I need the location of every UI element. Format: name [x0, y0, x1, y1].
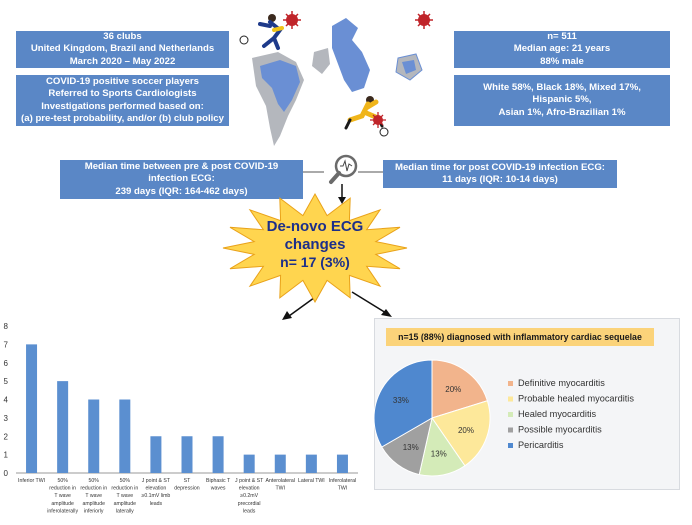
ethnicity-box: White 58%, Black 18%, Mixed 17%, Hispani…: [454, 75, 670, 126]
ireland-map: [312, 48, 330, 74]
sex-ratio: 88% male: [540, 55, 584, 67]
bar-5: [150, 436, 162, 473]
inflammatory-sequelae-pie-chart: 20% 20% 13% 13% 33% Definitive myocarditis Pro…: [374, 359, 634, 477]
starburst-shape: [222, 193, 408, 303]
cohort-n: n= 511: [547, 31, 577, 43]
criteria-label: (a) pre-test probability, and/or (b) clu…: [21, 112, 224, 124]
pie-data-label: 33%: [393, 396, 409, 405]
bar-2: [57, 381, 69, 473]
y-tick-label: 3: [4, 414, 9, 423]
legend-swatch: [508, 396, 513, 402]
y-tick-label: 1: [4, 451, 9, 460]
football-icon: [239, 35, 249, 45]
interval-label-1: Median time between pre & post COVID-19: [84, 161, 279, 173]
virus-icon-3: [370, 112, 386, 128]
legend-label: Possible myocarditis: [518, 425, 602, 435]
x-tick-label: ST depression: [174, 478, 199, 492]
x-tick-label: 50% reduction in T wave amplitude inferiorly: [80, 478, 107, 514]
legend-swatch: [508, 443, 513, 448]
pie-slice-1: [431, 359, 489, 419]
bar-8: [243, 454, 255, 473]
y-tick-label: 5: [4, 377, 9, 386]
football-icon-2: [379, 127, 389, 137]
clubs-count: 36 clubs: [103, 31, 142, 43]
brazil-map: [260, 60, 300, 112]
median-age: Median age: 21 years: [513, 43, 611, 55]
map-illustration: [234, 8, 434, 150]
pie-chart-title: n=15 (88%) diagnosed with inflammatory c…: [386, 328, 654, 346]
legend-swatch: [508, 412, 513, 417]
interval-value: 239 days (IQR: 164-462 days): [115, 185, 248, 197]
x-tick-label: Lateral TWI: [298, 478, 325, 484]
pie-data-label: 20%: [458, 426, 474, 435]
ecg-changes-starburst: [222, 193, 408, 303]
population-label: COVID-19 positive soccer players: [45, 75, 200, 87]
pie-data-label: 20%: [445, 385, 461, 394]
virus-icon-2: [415, 11, 433, 29]
referral-label: Referred to Sports Cardiologists: [48, 88, 197, 100]
pie-slice-5: [374, 359, 433, 448]
x-tick-label: 50% reduction in T wave amplitude laterally: [111, 478, 138, 514]
y-tick-label: 6: [4, 359, 9, 368]
interval-label-2: infection ECG:: [148, 173, 215, 185]
y-tick-label: 2: [4, 432, 9, 441]
bar-7: [212, 436, 224, 473]
timing-label: Median time for post COVID-19 infection …: [394, 161, 605, 173]
starburst-line-2: changes: [284, 236, 346, 253]
bar-3: [88, 399, 100, 473]
legend-label: Probable healed myocarditis: [518, 394, 634, 404]
starburst-line-1: De-novo ECG: [266, 218, 364, 235]
virus-icon: [283, 11, 301, 29]
countries: United Kingdom, Brazil and Netherlands: [30, 43, 215, 55]
bar-4: [119, 399, 131, 473]
legend-label: Definitive myocarditis: [518, 378, 605, 388]
soccer-player-1-icon: [258, 14, 284, 50]
bar-1: [26, 344, 38, 473]
cohort-summary-box: n= 511 Median age: 21 years 88% male: [454, 31, 670, 68]
study-period: March 2020 – May 2022: [69, 55, 176, 67]
y-tick-label: 4: [4, 396, 9, 405]
bar-6: [181, 436, 193, 473]
pie-data-label: 13%: [403, 443, 419, 452]
referral-criteria-box: COVID-19 positive soccer players Referre…: [16, 75, 229, 126]
legend-label: Pericarditis: [518, 440, 564, 450]
timing-value: 11 days (IQR: 10-14 days): [442, 174, 558, 185]
y-tick-label: 7: [4, 340, 9, 349]
x-tick-label: Inferior TWI: [18, 478, 45, 484]
x-tick-label: Inferolateral TWI: [329, 478, 356, 492]
pie-data-label: 13%: [431, 449, 447, 458]
magnifier-icon: [329, 154, 358, 184]
ethnicity-line-2: Hispanic 5%,: [532, 94, 592, 106]
post-infection-ecg-timing-box: Median time for post COVID-19 infection …: [383, 160, 617, 188]
y-tick-label: 0: [4, 469, 9, 478]
bar-10: [305, 454, 317, 473]
pre-post-ecg-interval-box: Median time between pre & post COVID-19 …: [60, 160, 303, 199]
ethnicity-line-3: Asian 1%, Afro-Brazilian 1%: [498, 106, 626, 118]
study-setting-box: 36 clubs United Kingdom, Brazil and Neth…: [16, 31, 229, 68]
starburst-line-3: n= 17 (3%): [280, 254, 350, 270]
soccer-player-2-icon: [344, 96, 384, 130]
legend-swatch: [508, 381, 513, 386]
x-tick-label: 50% reduction in T wave amplitude inferolate…: [47, 478, 78, 514]
ethnicity-line-1: White 58%, Black 18%, Mixed 17%,: [483, 82, 641, 94]
starburst-text: De-novo ECG changes n= 17 (3%): [222, 218, 408, 271]
x-tick-label: J point & ST elevation ≥0.2mV precordial lea…: [235, 478, 264, 514]
uk-map: [332, 18, 370, 92]
legend-swatch: [508, 427, 513, 433]
legend-label: Healed myocarditis: [518, 409, 597, 419]
pie-slice-2: [431, 400, 491, 467]
bar-9: [274, 454, 286, 473]
bar-11: [336, 454, 348, 473]
x-tick-label: Anterolateral TWI: [266, 478, 295, 492]
investigations-label: Investigations performed based on:: [41, 100, 204, 112]
x-tick-label: J point & ST elevation ≥0.1mV limb leads: [142, 478, 171, 507]
y-tick-label: 8: [4, 322, 9, 331]
